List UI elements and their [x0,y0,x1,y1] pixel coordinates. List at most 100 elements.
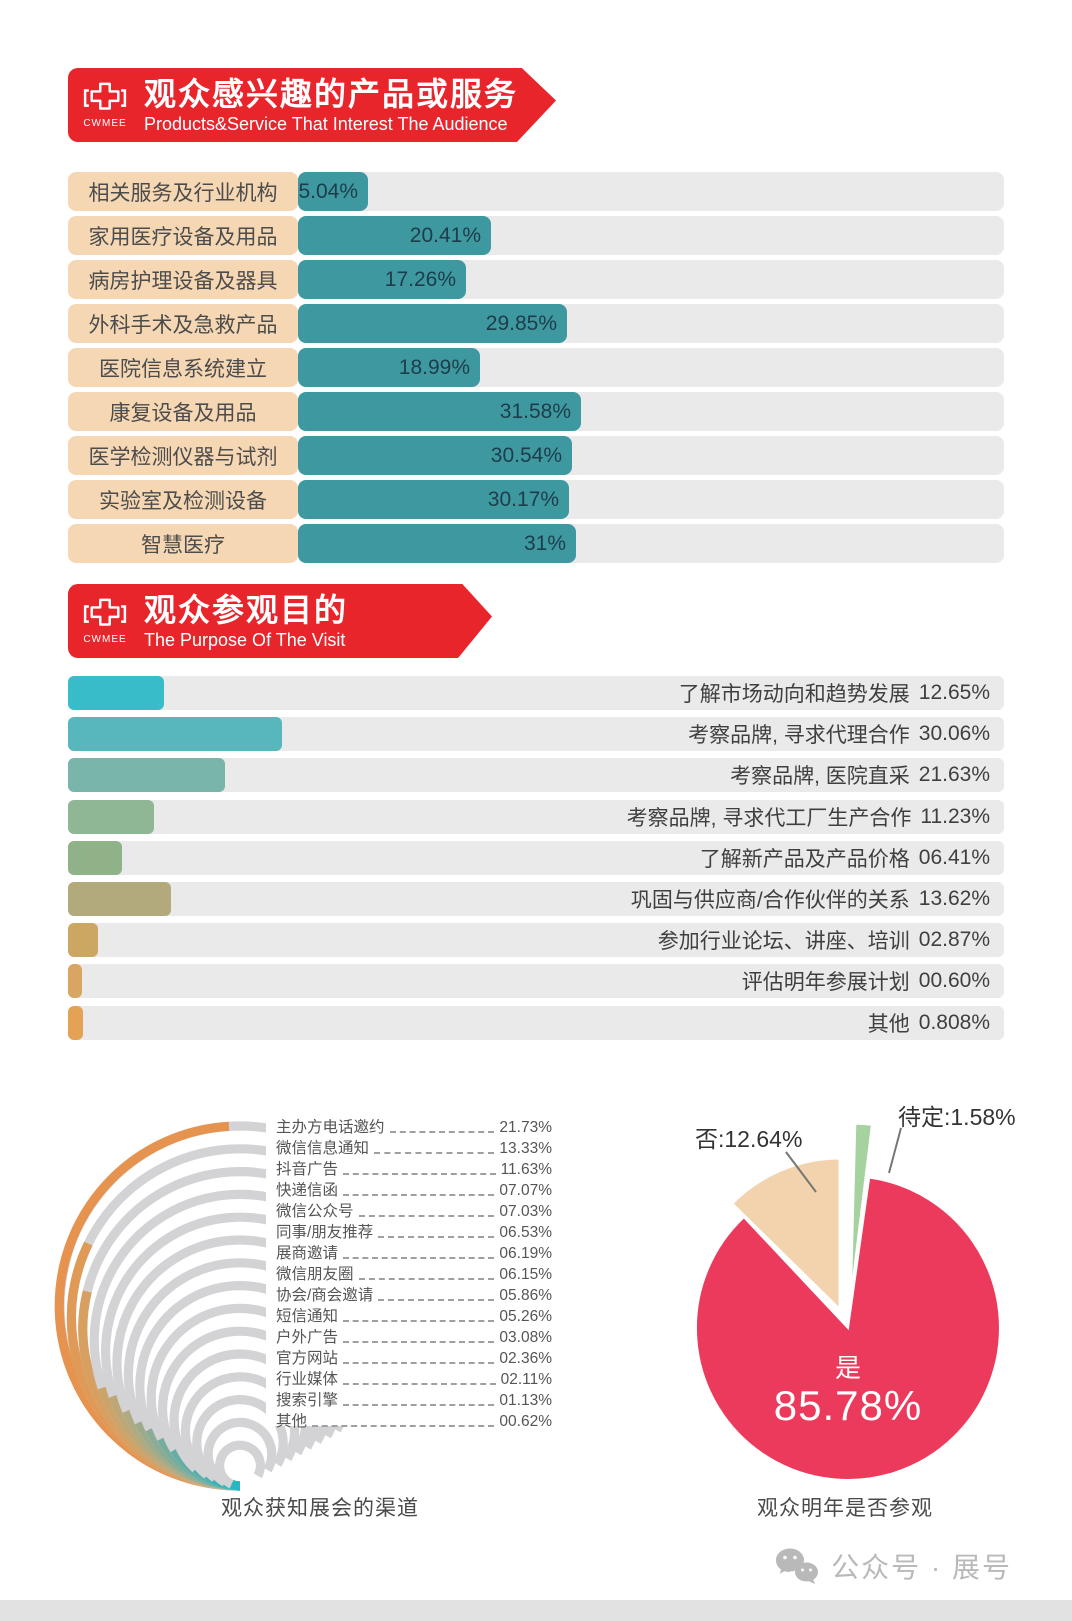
bar-row: 智慧医疗 31% [68,524,1004,563]
category-label: 考察品牌, 寻求代工厂生产合作 [626,806,912,830]
legend-row: 快递信函 07.07% [276,1179,552,1200]
category-label: 了解市场动向和趋势发展 [678,683,910,706]
bar-label-group: 考察品牌, 寻求代理合作 30.06% [688,717,990,751]
medical-cross-icon [83,82,127,110]
pie-label-no: 否:12.64% [695,1126,803,1152]
bar-label-group: 考察品牌, 寻求代工厂生产合作 11.23% [627,800,990,834]
leader-dashes [343,1341,495,1343]
category-label: 巩固与供应商/合作伙伴的关系 [630,889,910,912]
bar-row: 家用医疗设备及用品 20.41% [68,216,1004,255]
pie-label-yes: 是 [834,1353,861,1383]
bar-row: 实验室及检测设备 30.17% [68,480,1004,519]
legend-label: 抖音广告 [276,1161,339,1178]
legend-row: 户外广告 03.08% [276,1326,552,1347]
bar: 30.17% [298,480,569,519]
leader-dashes [343,1404,495,1406]
bar-track: 18.99% [298,348,1004,387]
medical-cross-icon [83,598,127,626]
category-label: 参加行业论坛、讲座、培训 [657,930,910,954]
leader-dashes [343,1362,495,1364]
category-label: 康复设备及用品 [68,392,298,431]
leader-dashes [358,1215,495,1217]
bar: 30.54% [298,436,572,475]
leader-dashes [343,1257,495,1259]
leader-line-pending [888,1127,902,1174]
wechat-icon [776,1548,819,1584]
legend-label: 展商邀请 [276,1245,339,1262]
legend-row: 短信通知 05.26% [276,1305,552,1326]
bar-row: 医院信息系统建立 18.99% [68,348,1004,387]
category-label: 智慧医疗 [68,524,298,563]
bar [68,1005,83,1040]
leader-dashes [374,1152,495,1154]
bar-row: 了解新产品及产品价格 06.41% [68,840,1004,875]
legend-value: 02.36% [499,1350,552,1367]
bar [68,964,82,999]
bar-track: 20.41% [298,216,1004,255]
bar: 18.99% [298,348,480,387]
legend-label: 户外广告 [276,1329,339,1346]
pie-slice-yes [694,1176,1001,1481]
category-label: 了解新产品及产品价格 [699,847,910,871]
leader-dashes [358,1278,495,1280]
legend-row: 搜索引擎 01.13% [276,1389,552,1410]
bar-label-group: 了解新产品及产品价格 06.41% [700,841,990,875]
bar-row: 其他 0.808% [68,1005,1004,1040]
pie-label-yes-percent: 85.78% [773,1382,923,1429]
legend-value: 06.19% [499,1245,552,1262]
bar-value: 31% [523,531,566,555]
legend-label: 搜索引擎 [276,1392,339,1409]
bar: 17.26% [298,260,466,299]
leader-dashes [389,1131,495,1133]
legend-value: 21.73% [499,1119,552,1136]
category-label: 实验室及检测设备 [68,480,298,519]
section-header-interest: CWMEE 观众感兴趣的产品或服务 Products&Service That … [68,68,556,142]
legend-row: 微信信息通知 13.33% [276,1137,552,1158]
legend-value: 02.11% [500,1371,552,1388]
legend-value: 07.07% [499,1182,552,1199]
leader-dashes [312,1425,495,1427]
category-label: 评估明年参展计划 [741,971,910,995]
bar-track: 31.58% [298,392,1004,431]
category-label: 考察品牌, 医院直采 [730,765,910,789]
bar-label-group: 巩固与供应商/合作伙伴的关系 13.62% [631,882,990,916]
bar [68,840,122,875]
bar-value: 20.41% [409,223,481,247]
legend-row: 官方网站 02.36% [276,1347,552,1368]
legend-value: 03.08% [499,1329,552,1346]
footer-credit: 公众号 · 展号 [773,1546,1012,1586]
cwmee-logo: CWMEE [82,597,128,645]
leader-dashes [343,1173,496,1175]
legend-label: 协会/商会邀请 [276,1287,374,1304]
legend-label: 微信信息通知 [276,1140,370,1157]
bar-value: 30.54% [490,443,562,467]
bar-track: 29.85% [298,304,1004,343]
cwmee-logo: CWMEE [82,81,128,129]
bar-track: 30.54% [298,436,1004,475]
bar-value: 30.06% [918,722,990,746]
category-label: 医学检测仪器与试剂 [68,436,298,475]
legend-row: 微信公众号 07.03% [276,1200,552,1221]
category-label: 家用医疗设备及用品 [68,216,298,255]
bar-row: 了解市场动向和趋势发展 12.65% [68,676,1004,710]
legend-value: 05.86% [499,1287,552,1304]
legend-row: 其他 00.62% [276,1410,552,1431]
bar-row: 考察品牌, 寻求代理合作 30.06% [68,717,1004,752]
bar-track: 5.04% [298,172,1004,211]
bar-value: 17.26% [384,267,456,291]
bar-track: 30.17% [298,480,1004,519]
pie-label-pending: 待定:1.58% [898,1104,1016,1130]
section-subtitle: Products&Service That Interest The Audie… [144,113,508,134]
category-label: 病房护理设备及器具 [68,260,298,299]
bar [68,717,282,752]
leader-line-no [785,1151,817,1193]
bar-value: 12.65% [918,681,990,704]
bar-value: 13.62% [918,887,990,910]
bar-row: 巩固与供应商/合作伙伴的关系 13.62% [68,882,1004,916]
legend-value: 06.15% [499,1266,552,1283]
legend-value: 13.33% [499,1140,552,1157]
leader-dashes [343,1194,495,1196]
caption-channels: 观众获知展会的渠道 [221,1497,419,1520]
bar: 5.04% [298,172,368,211]
legend-value: 11.63% [500,1161,552,1178]
